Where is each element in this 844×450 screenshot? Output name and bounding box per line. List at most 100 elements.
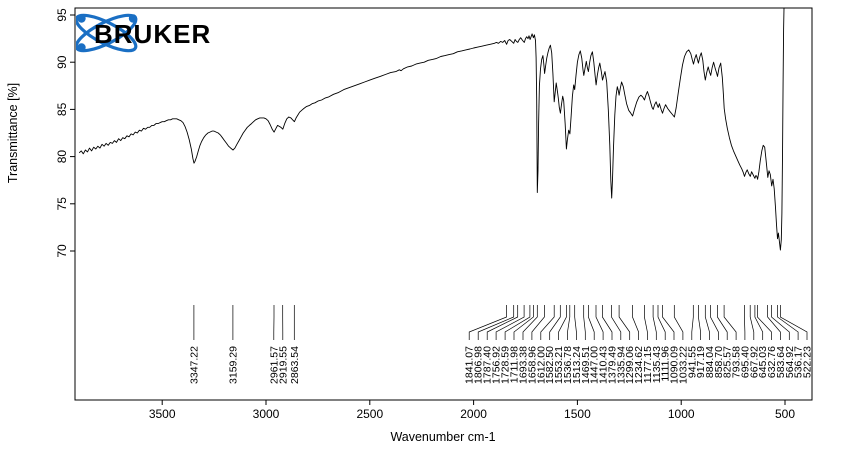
peak-label: 1806.98 xyxy=(473,346,485,384)
peak-leader-line xyxy=(749,305,755,340)
peak-label: 1612.00 xyxy=(535,346,547,384)
peak-leader-line xyxy=(698,305,701,340)
peak-leader-line xyxy=(673,305,684,340)
atom-node-icon xyxy=(77,43,86,52)
x-tick-label: 500 xyxy=(775,407,795,421)
peak-leader-line xyxy=(652,305,657,340)
peak-label: 1693.38 xyxy=(518,346,530,384)
peak-leader-line xyxy=(777,305,799,340)
peak-label: 536.17 xyxy=(793,346,805,378)
peak-label: 667.92 xyxy=(748,346,760,378)
y-axis-title: Transmittance [%] xyxy=(6,83,20,183)
peak-leader-line xyxy=(522,305,538,340)
spectrum-curve xyxy=(78,8,785,251)
peak-leader-line xyxy=(771,305,790,340)
peak-label: 1379.49 xyxy=(607,346,619,384)
peak-label: 793.58 xyxy=(731,346,743,378)
y-tick-label: 70 xyxy=(55,244,69,258)
peak-label: 1582.50 xyxy=(544,346,556,384)
peak-leader-line xyxy=(767,305,781,340)
peak-label: 825.57 xyxy=(722,346,734,378)
y-tick-label: 75 xyxy=(55,197,69,211)
peak-leader-line xyxy=(574,305,577,340)
bruker-logo: BRUKER xyxy=(74,4,236,67)
peak-leader-line xyxy=(495,305,525,340)
x-tick-label: 2000 xyxy=(460,407,487,421)
peak-label: 2919.55 xyxy=(277,346,289,384)
peak-label: 941.55 xyxy=(686,346,698,378)
peak-leader-line xyxy=(477,305,515,340)
peak-leader-line xyxy=(618,305,631,340)
peak-leader-line xyxy=(754,305,764,340)
peak-leader-line xyxy=(644,305,648,340)
x-tick-label: 3000 xyxy=(253,407,280,421)
peak-leader-line xyxy=(757,305,772,340)
peak-label: 1513.24 xyxy=(571,346,583,384)
peak-label: 1841.07 xyxy=(464,346,476,384)
peak-label: 645.03 xyxy=(757,346,769,378)
peak-leader-line xyxy=(662,305,675,340)
x-tick-label: 1500 xyxy=(564,407,591,421)
peak-leader-line xyxy=(710,305,719,340)
peak-leader-line xyxy=(611,305,622,340)
peak-label: 1787.40 xyxy=(482,346,494,384)
peak-label: 1111.96 xyxy=(660,346,672,382)
peak-label: 522.23 xyxy=(802,346,814,378)
peak-label: 695.40 xyxy=(739,346,751,378)
peak-label: 1728.59 xyxy=(500,346,512,384)
x-tick-label: 2500 xyxy=(356,407,383,421)
peak-leader-line xyxy=(540,305,555,340)
peak-label: 1756.92 xyxy=(491,346,503,384)
peak-label: 583.64 xyxy=(775,346,787,378)
y-tick-label: 80 xyxy=(55,150,69,164)
peak-leader-line xyxy=(717,305,728,340)
peak-label: 632.76 xyxy=(766,346,778,378)
y-tick-label: 85 xyxy=(55,102,69,116)
peak-label: 1410.43 xyxy=(598,346,610,384)
peak-leader-line xyxy=(588,305,595,340)
peak-label: 858.70 xyxy=(713,346,725,378)
peak-label: 2961.57 xyxy=(268,346,280,384)
peak-label: 1135.43 xyxy=(651,346,663,383)
peak-label: 1553.21 xyxy=(553,346,565,384)
y-tick-label: 90 xyxy=(55,55,69,69)
peak-leader-line xyxy=(657,305,666,340)
peak-leader-line xyxy=(504,305,531,340)
peak-leader-line xyxy=(531,305,545,340)
x-axis-title: Wavenumber cm-1 xyxy=(390,430,495,444)
peak-leader-line xyxy=(486,305,519,340)
x-tick-label: 1000 xyxy=(668,407,695,421)
peak-label: 1447.00 xyxy=(589,346,601,384)
atom-node-icon xyxy=(77,14,86,23)
peak-leader-line xyxy=(691,305,694,340)
atom-orbits-icon xyxy=(74,13,138,53)
peak-leader-line xyxy=(513,305,534,340)
peak-label: 884.04 xyxy=(704,346,716,378)
peak-label: 3347.22 xyxy=(188,346,200,384)
peak-leader-line xyxy=(583,305,586,340)
peak-label: 564.92 xyxy=(784,346,796,378)
peak-label: 1335.94 xyxy=(615,346,627,384)
logo-text: BRUKER xyxy=(94,19,211,49)
peak-label: 1234.62 xyxy=(633,346,645,384)
peak-label: 3159.29 xyxy=(227,346,239,384)
plot-frame-group: 3500 3000 2500 2000 1500 1000 500 70 75 80 85 90 95 xyxy=(55,7,813,421)
peak-label: 1536.78 xyxy=(562,346,574,384)
peak-label: 1177.15 xyxy=(642,346,654,383)
peak-label: 917.19 xyxy=(695,346,707,378)
peak-leader-line xyxy=(595,305,604,340)
peak-label: 1299.06 xyxy=(624,346,636,384)
peak-label: 1033.22 xyxy=(677,346,689,384)
peak-leader-line xyxy=(780,305,808,340)
peak-leader-line xyxy=(744,305,746,340)
peak-leader-line xyxy=(567,305,571,340)
peak-label: 1658.96 xyxy=(526,346,538,384)
peak-leader-line xyxy=(704,305,710,340)
atom-node-icon xyxy=(128,14,138,23)
peak-label: 1469.51 xyxy=(580,346,592,384)
y-tick-label: 95 xyxy=(55,8,69,22)
peak-label: 1711.98 xyxy=(509,346,521,383)
